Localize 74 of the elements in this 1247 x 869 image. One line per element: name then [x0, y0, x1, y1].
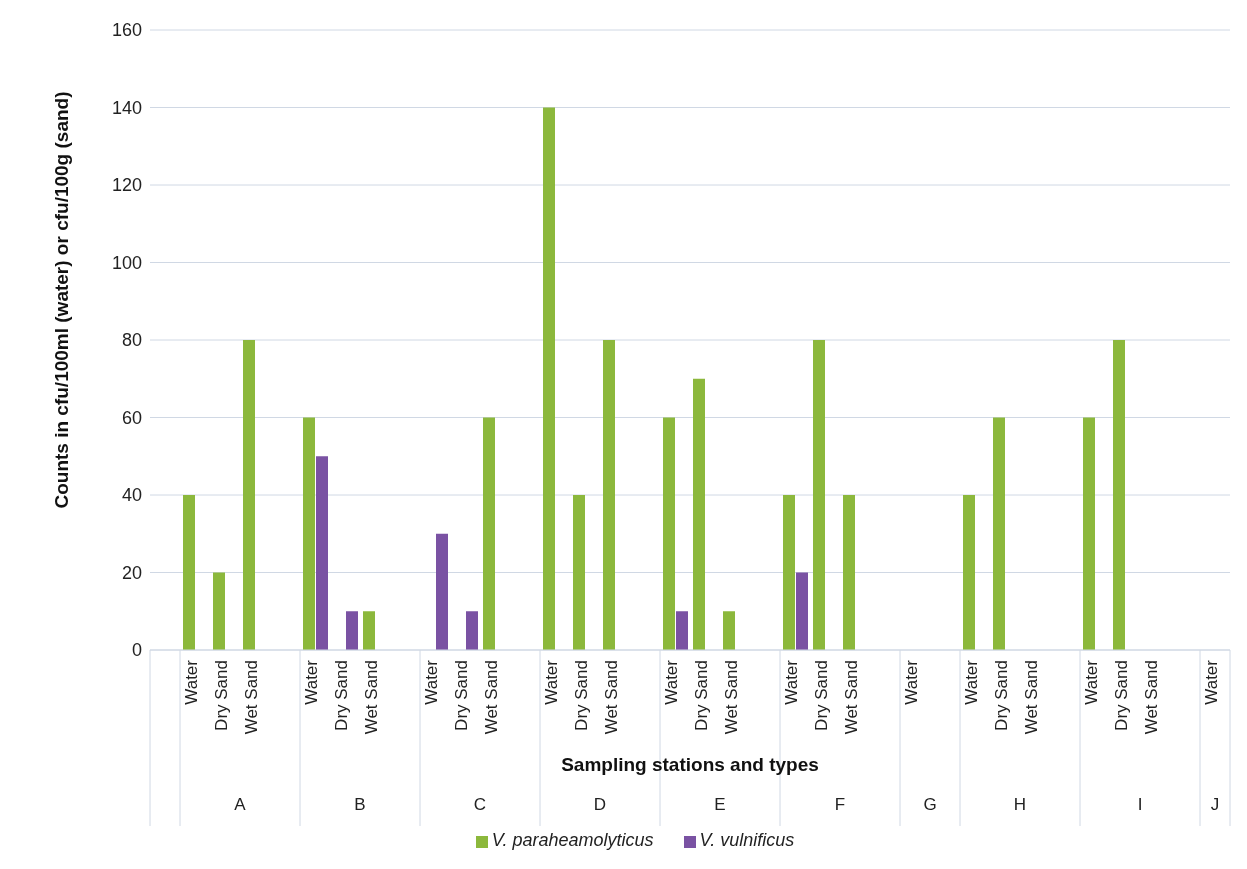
bar — [1113, 340, 1125, 650]
x-tick-label: Water — [541, 659, 561, 705]
bar — [436, 533, 448, 650]
bar — [723, 611, 735, 650]
y-tick-label: 140 — [111, 97, 142, 118]
y-tick-label: 0 — [131, 640, 142, 661]
x-tick-label: Dry Sand — [211, 660, 231, 731]
text: H — [1013, 795, 1027, 814]
bar — [993, 417, 1005, 650]
x-tick-label: Water — [661, 659, 681, 705]
x-tick-label: Wet Sand — [481, 660, 501, 735]
bar — [783, 495, 795, 650]
x-tick-label: Water — [181, 659, 201, 705]
bar — [183, 495, 195, 650]
bar — [316, 456, 328, 650]
legend-label: V. paraheamolyticus — [491, 830, 654, 850]
x-tick-label: Wet Sand — [1141, 660, 1161, 735]
y-tick-label: 80 — [121, 330, 142, 351]
y-tick-label: 40 — [121, 485, 142, 506]
x-tick-label: Wet Sand — [841, 660, 861, 735]
y-tick-label: 20 — [121, 562, 142, 583]
bar — [693, 378, 705, 650]
x-tick-label: Water — [961, 659, 981, 705]
bar — [676, 611, 688, 650]
text: C — [473, 795, 487, 814]
x-tick-label: Water — [301, 659, 321, 705]
x-tick-label: Dry Sand — [811, 660, 831, 731]
text: G — [923, 795, 937, 814]
x-tick-label: Dry Sand — [571, 660, 591, 731]
bar — [963, 495, 975, 650]
bar — [796, 572, 808, 650]
bar — [603, 340, 615, 650]
y-tick-label: 120 — [111, 175, 142, 196]
text: B — [354, 795, 366, 814]
y-tick-label: 160 — [111, 20, 142, 41]
bar — [1083, 417, 1095, 650]
x-tick-label: Wet Sand — [361, 660, 381, 735]
bar — [483, 417, 495, 650]
x-tick-label: Dry Sand — [331, 660, 351, 731]
bar — [843, 495, 855, 650]
bar — [573, 495, 585, 650]
bar — [303, 417, 315, 650]
x-tick-label: Dry Sand — [991, 660, 1011, 731]
y-axis-title: Counts in cfu/100ml (water) or cfu/100g (sand) — [51, 90, 73, 509]
x-tick-label: Water — [1201, 659, 1221, 705]
x-tick-label: Wet Sand — [241, 660, 261, 735]
x-tick-label: Dry Sand — [1111, 660, 1131, 731]
y-tick-label: 60 — [121, 407, 142, 428]
text: E — [714, 795, 726, 814]
bar — [363, 611, 375, 650]
x-tick-label: Water — [421, 659, 441, 705]
bar — [663, 417, 675, 650]
bar — [466, 611, 478, 650]
text: F — [834, 795, 846, 814]
text: A — [234, 795, 247, 814]
x-tick-label: Water — [901, 659, 921, 705]
x-tick-label: Water — [1081, 659, 1101, 705]
y-tick-label: 100 — [111, 252, 142, 273]
bar — [243, 340, 255, 650]
bar — [543, 107, 555, 650]
legend-label: V. vulnificus — [699, 830, 795, 850]
x-tick-label: Wet Sand — [721, 660, 741, 735]
x-tick-label: Water — [781, 659, 801, 705]
text: J — [1210, 795, 1220, 814]
text: I — [1137, 795, 1143, 814]
x-axis-title: Sampling stations and types — [560, 754, 820, 776]
x-tick-label: Dry Sand — [691, 660, 711, 731]
bar — [346, 611, 358, 650]
x-tick-label: Wet Sand — [1021, 660, 1041, 735]
text: D — [593, 795, 607, 814]
x-tick-label: Wet Sand — [601, 660, 621, 735]
bar — [813, 340, 825, 650]
x-tick-label: Dry Sand — [451, 660, 471, 731]
bar — [213, 572, 225, 650]
